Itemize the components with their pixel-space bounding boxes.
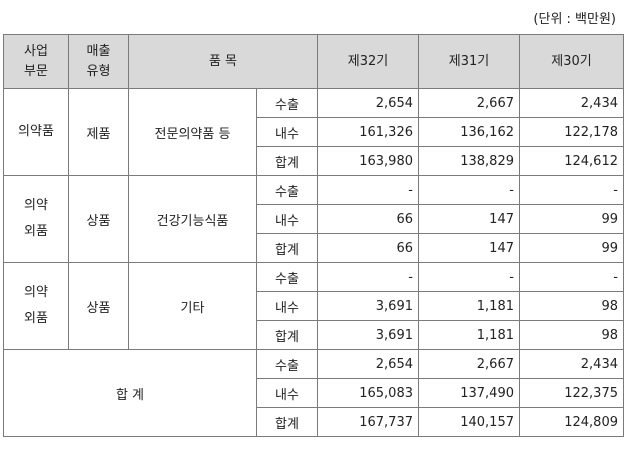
table-row: 합계 66 147 99 bbox=[4, 233, 624, 263]
total-row: 합 계 수출 2,654 2,667 2,434 bbox=[3, 349, 624, 437]
header-segment-line1: 사업 bbox=[24, 43, 48, 59]
value-y30: 2,434 bbox=[519, 88, 624, 118]
row-label: 수출 bbox=[256, 262, 318, 292]
header-y32: 제32기 bbox=[317, 34, 419, 89]
row-label: 합계 bbox=[256, 407, 318, 437]
header-row: 사업 부문 매출 유형 품 목 제32기 제31기 제30기 bbox=[3, 34, 624, 89]
sales-type-cell: 상품 bbox=[68, 175, 129, 263]
total-row: 합계 167,737 140,157 124,809 bbox=[4, 407, 624, 437]
table-row: 의약 외품 상품 기타 수출 - - - bbox=[3, 262, 624, 350]
value-y32: 3,691 bbox=[317, 320, 419, 350]
header-item: 품 목 bbox=[128, 34, 318, 89]
value-y32: 66 bbox=[317, 204, 419, 234]
table-row: 내수 66 147 99 bbox=[4, 204, 624, 234]
value-y32: 2,654 bbox=[317, 349, 419, 379]
value-y31: 147 bbox=[418, 204, 520, 234]
value-y32: 167,737 bbox=[317, 407, 419, 437]
row-label: 내수 bbox=[256, 378, 318, 408]
value-y32: - bbox=[317, 175, 419, 205]
table-row: 의약품 제품 전문의약품 등 수출 2,654 2,667 2,434 bbox=[3, 88, 624, 176]
header-sales-type-line2: 유형 bbox=[86, 63, 111, 79]
value-y30: 2,434 bbox=[519, 349, 624, 379]
value-y30: 99 bbox=[519, 233, 624, 263]
unit-note: (단위 : 백만원) bbox=[533, 12, 616, 27]
value-y30: 122,375 bbox=[519, 378, 624, 408]
row-label: 수출 bbox=[256, 88, 318, 118]
value-y31: 1,181 bbox=[418, 320, 520, 350]
value-y32: 3,691 bbox=[317, 291, 419, 321]
value-y31: 2,667 bbox=[418, 349, 520, 379]
value-y32: 165,083 bbox=[317, 378, 419, 408]
value-y31: 2,667 bbox=[418, 88, 520, 118]
value-y31: 1,181 bbox=[418, 291, 520, 321]
sales-type-cell: 제품 bbox=[68, 88, 129, 176]
total-label: 합 계 bbox=[3, 349, 257, 437]
sales-table: 사업 부문 매출 유형 품 목 제32기 제31기 제30기 의약품 제품 bbox=[3, 34, 624, 437]
value-y30: 124,612 bbox=[519, 146, 624, 176]
value-y30: - bbox=[519, 262, 624, 292]
segment-label-line2: 외품 bbox=[24, 224, 48, 239]
table-row: 내수 161,326 136,162 122,178 bbox=[4, 117, 624, 147]
value-y30: 99 bbox=[519, 204, 624, 234]
header-segment: 사업 부문 bbox=[3, 34, 69, 89]
row-label: 내수 bbox=[256, 204, 318, 234]
value-y31: - bbox=[418, 262, 520, 292]
sales-type-cell: 상품 bbox=[68, 262, 129, 350]
value-y31: 140,157 bbox=[418, 407, 520, 437]
value-y32: 66 bbox=[317, 233, 419, 263]
value-y31: 136,162 bbox=[418, 117, 520, 147]
row-label: 내수 bbox=[256, 117, 318, 147]
segment-cell: 의약 외품 bbox=[3, 262, 69, 350]
table-row: 합계 3,691 1,181 98 bbox=[4, 320, 624, 350]
row-label: 합계 bbox=[256, 233, 318, 263]
segment-label-line1: 의약 bbox=[24, 285, 48, 300]
value-y30: 98 bbox=[519, 291, 624, 321]
header-segment-line2: 부문 bbox=[24, 63, 48, 79]
row-label: 수출 bbox=[256, 349, 318, 379]
header-sales-type-line1: 매출 bbox=[86, 43, 111, 59]
value-y30: - bbox=[519, 175, 624, 205]
table-row: 의약 외품 상품 건강기능식품 수출 - - - bbox=[3, 175, 624, 263]
segment-label-line1: 의약 bbox=[24, 198, 48, 213]
total-row: 내수 165,083 137,490 122,375 bbox=[4, 378, 624, 408]
segment-label: 의약품 bbox=[18, 124, 54, 139]
value-y31: 138,829 bbox=[418, 146, 520, 176]
value-y31: 137,490 bbox=[418, 378, 520, 408]
item-cell: 전문의약품 등 bbox=[128, 88, 257, 176]
segment-cell: 의약 외품 bbox=[3, 175, 69, 263]
value-y31: 147 bbox=[418, 233, 520, 263]
value-y30: 124,809 bbox=[519, 407, 624, 437]
item-cell: 기타 bbox=[128, 262, 257, 350]
segment-label-line2: 외품 bbox=[24, 311, 48, 326]
segment-cell: 의약품 bbox=[3, 88, 69, 176]
row-label: 합계 bbox=[256, 146, 318, 176]
value-y32: 161,326 bbox=[317, 117, 419, 147]
row-label: 합계 bbox=[256, 320, 318, 350]
header-sales-type: 매출 유형 bbox=[68, 34, 129, 89]
value-y32: 163,980 bbox=[317, 146, 419, 176]
value-y30: 98 bbox=[519, 320, 624, 350]
value-y31: - bbox=[418, 175, 520, 205]
value-y30: 122,178 bbox=[519, 117, 624, 147]
header-y30: 제30기 bbox=[519, 34, 624, 89]
value-y32: 2,654 bbox=[317, 88, 419, 118]
item-cell: 건강기능식품 bbox=[128, 175, 257, 263]
table-row: 내수 3,691 1,181 98 bbox=[4, 291, 624, 321]
value-y32: - bbox=[317, 262, 419, 292]
table-row: 합계 163,980 138,829 124,612 bbox=[4, 146, 624, 176]
row-label: 수출 bbox=[256, 175, 318, 205]
header-y31: 제31기 bbox=[418, 34, 520, 89]
row-label: 내수 bbox=[256, 291, 318, 321]
